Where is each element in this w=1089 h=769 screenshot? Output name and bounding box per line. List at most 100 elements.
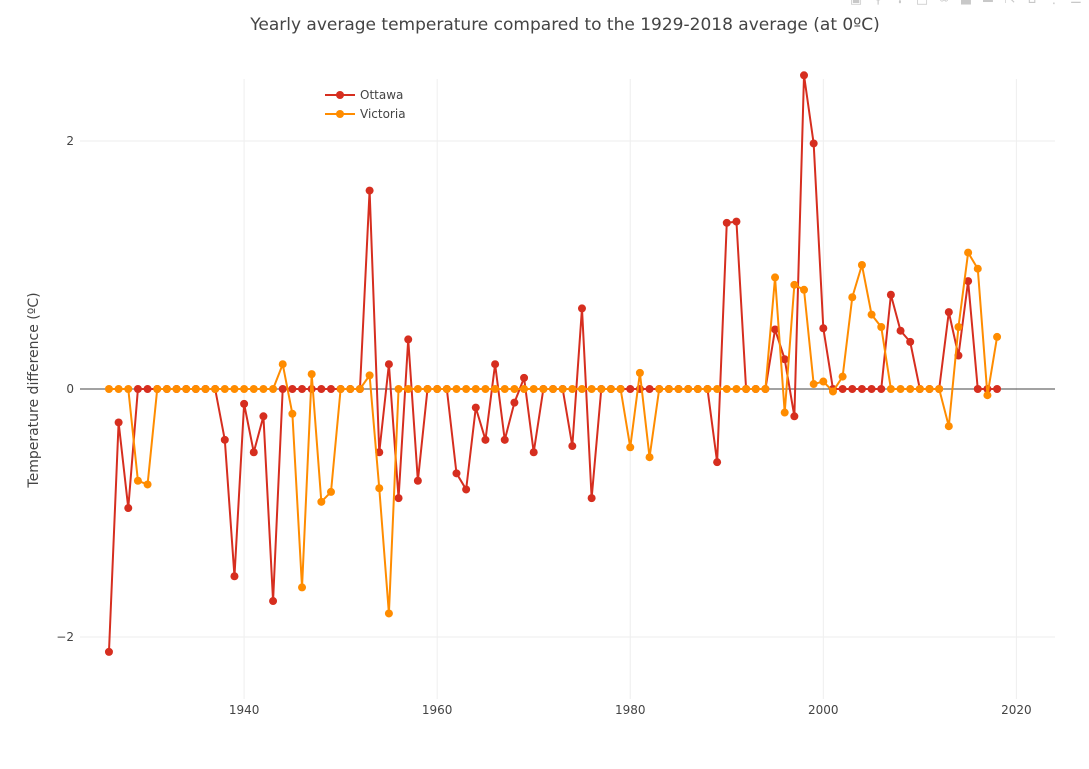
data-point[interactable] xyxy=(645,453,654,462)
data-point[interactable] xyxy=(114,385,123,393)
data-point[interactable] xyxy=(722,385,731,393)
data-point[interactable] xyxy=(993,332,1002,341)
data-point[interactable] xyxy=(800,285,809,294)
data-point[interactable] xyxy=(809,380,818,389)
autoscale-icon[interactable]: ⇱ xyxy=(1003,0,1017,6)
data-point[interactable] xyxy=(278,385,287,393)
data-point[interactable] xyxy=(471,385,480,393)
data-point[interactable] xyxy=(143,385,152,393)
data-point[interactable] xyxy=(317,385,326,393)
lasso-icon[interactable]: ∞ xyxy=(937,0,951,6)
data-point[interactable] xyxy=(857,261,866,269)
data-point[interactable] xyxy=(983,391,992,400)
legend-item-ottawa[interactable]: Ottawa xyxy=(325,88,403,102)
data-point[interactable] xyxy=(326,487,335,496)
data-point[interactable] xyxy=(684,385,693,393)
data-point[interactable] xyxy=(201,385,210,393)
camera-icon[interactable]: ▣ xyxy=(849,0,863,6)
data-point[interactable] xyxy=(307,370,316,379)
data-point[interactable] xyxy=(993,385,1002,393)
data-point[interactable] xyxy=(124,385,133,393)
data-point[interactable] xyxy=(384,609,393,618)
data-point[interactable] xyxy=(162,385,171,393)
data-point[interactable] xyxy=(124,504,133,513)
data-point[interactable] xyxy=(800,71,809,80)
data-point[interactable] xyxy=(732,217,741,226)
data-point[interactable] xyxy=(964,248,973,257)
hover-closest-icon[interactable]: ⋮ xyxy=(1047,0,1061,6)
data-point[interactable] xyxy=(298,385,307,393)
data-point[interactable] xyxy=(153,385,162,393)
data-point[interactable] xyxy=(172,385,181,393)
box-select-icon[interactable]: □ xyxy=(915,0,929,6)
data-point[interactable] xyxy=(790,280,799,289)
data-point[interactable] xyxy=(539,385,548,393)
data-point[interactable] xyxy=(713,458,722,467)
data-point[interactable] xyxy=(413,385,422,393)
data-point[interactable] xyxy=(915,385,924,393)
data-point[interactable] xyxy=(568,442,577,451)
data-point[interactable] xyxy=(713,385,722,393)
data-point[interactable] xyxy=(558,385,567,393)
data-point[interactable] xyxy=(819,324,828,333)
data-point[interactable] xyxy=(278,360,287,369)
data-point[interactable] xyxy=(771,325,780,334)
data-point[interactable] xyxy=(249,448,258,457)
data-point[interactable] xyxy=(944,422,953,431)
data-point[interactable] xyxy=(114,418,123,427)
data-point[interactable] xyxy=(404,385,413,393)
data-point[interactable] xyxy=(491,360,500,369)
data-point[interactable] xyxy=(848,293,857,302)
zoom-icon[interactable]: ⚲ xyxy=(871,0,885,6)
data-point[interactable] xyxy=(577,304,586,313)
data-point[interactable] xyxy=(655,385,664,393)
data-point[interactable] xyxy=(549,385,558,393)
reset-axes-icon[interactable]: ⌂ xyxy=(1025,0,1039,6)
data-point[interactable] xyxy=(269,597,278,606)
data-point[interactable] xyxy=(133,385,142,393)
data-point[interactable] xyxy=(191,385,200,393)
data-point[interactable] xyxy=(838,372,847,381)
data-point[interactable] xyxy=(635,368,644,377)
zoom-out-icon[interactable]: ▬ xyxy=(981,0,995,6)
data-point[interactable] xyxy=(867,385,876,393)
data-point[interactable] xyxy=(906,337,915,346)
data-point[interactable] xyxy=(433,385,442,393)
data-point[interactable] xyxy=(491,385,500,393)
legend[interactable]: Ottawa Victoria xyxy=(325,88,406,121)
data-point[interactable] xyxy=(587,385,596,393)
data-point[interactable] xyxy=(143,480,152,489)
data-point[interactable] xyxy=(182,385,191,393)
data-point[interactable] xyxy=(317,497,326,506)
data-point[interactable] xyxy=(240,399,249,408)
data-point[interactable] xyxy=(288,385,297,393)
data-point[interactable] xyxy=(346,385,355,393)
data-point[interactable] xyxy=(751,385,760,393)
data-point[interactable] xyxy=(462,385,471,393)
data-point[interactable] xyxy=(693,385,702,393)
data-point[interactable] xyxy=(520,373,529,382)
data-point[interactable] xyxy=(500,435,509,444)
data-point[interactable] xyxy=(133,476,142,485)
data-point[interactable] xyxy=(761,385,770,393)
data-point[interactable] xyxy=(220,435,229,444)
data-point[interactable] xyxy=(906,385,915,393)
data-point[interactable] xyxy=(336,385,345,393)
data-point[interactable] xyxy=(510,385,519,393)
data-point[interactable] xyxy=(973,264,982,273)
data-point[interactable] xyxy=(867,310,876,319)
data-point[interactable] xyxy=(269,385,278,393)
data-point[interactable] xyxy=(355,385,364,393)
data-point[interactable] xyxy=(877,385,886,393)
data-point[interactable] xyxy=(886,290,895,299)
data-point[interactable] xyxy=(413,476,422,485)
data-point[interactable] xyxy=(298,583,307,592)
data-point[interactable] xyxy=(104,385,113,393)
data-point[interactable] xyxy=(577,385,586,393)
data-point[interactable] xyxy=(616,385,625,393)
data-point[interactable] xyxy=(211,385,220,393)
data-point[interactable] xyxy=(597,385,606,393)
data-point[interactable] xyxy=(442,385,451,393)
data-point[interactable] xyxy=(568,385,577,393)
data-point[interactable] xyxy=(886,385,895,393)
